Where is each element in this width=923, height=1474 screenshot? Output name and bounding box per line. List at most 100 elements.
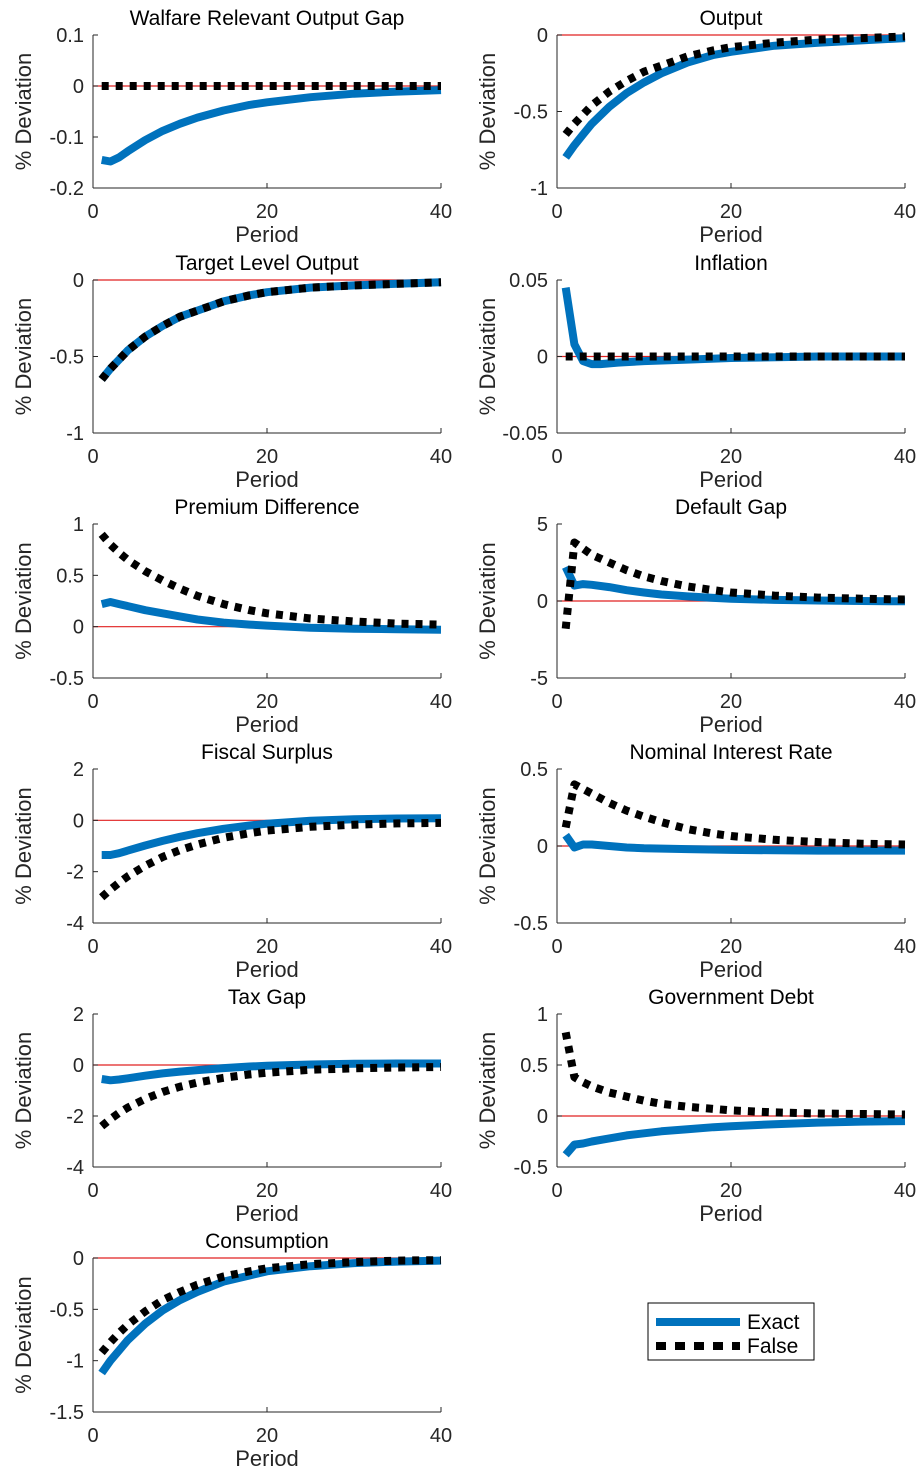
x-tick-label: 40 (430, 446, 452, 468)
series-line-false (98, 1256, 442, 1356)
x-tick-label: 0 (87, 446, 98, 468)
y-tick-label: 0 (537, 347, 548, 369)
x-tick-label: 20 (720, 936, 742, 958)
series-line-false (561, 780, 906, 849)
y-tick-label: -0.5 (50, 1299, 84, 1321)
x-axis-label: Period (699, 712, 763, 737)
y-tick-label: -1 (530, 178, 548, 200)
y-axis-label: % Deviation (11, 298, 36, 415)
x-tick-label: 0 (551, 691, 562, 713)
series-line-exact (562, 832, 905, 855)
chart-title: Tax Gap (228, 986, 306, 1009)
y-tick-label: -1.5 (50, 1402, 84, 1424)
x-tick-label: 40 (430, 1425, 452, 1447)
y-tick-label: 1 (537, 1004, 548, 1026)
series-line-exact (562, 34, 906, 160)
x-tick-label: 0 (551, 201, 562, 223)
y-axis-label: % Deviation (475, 298, 500, 415)
y-axis-label: % Deviation (11, 53, 36, 170)
y-tick-label: 2 (73, 1004, 84, 1026)
x-tick-label: 20 (720, 446, 742, 468)
series-line-exact (100, 86, 442, 166)
y-tick-label: 2 (73, 759, 84, 781)
x-tick-label: 0 (551, 446, 562, 468)
y-tick-label: -0.05 (502, 423, 548, 445)
y-tick-label: 0 (73, 76, 84, 98)
y-tick-label: 0 (537, 25, 548, 47)
series-line-false (561, 538, 906, 630)
y-axis-label: % Deviation (11, 787, 36, 904)
x-tick-label: 40 (430, 691, 452, 713)
chart-title: Consumption (205, 1230, 329, 1253)
x-tick-label: 40 (894, 691, 916, 713)
x-axis-label: Period (235, 1201, 299, 1226)
x-axis-label: Period (699, 957, 763, 982)
series-line-false (98, 531, 442, 629)
x-tick-label: 20 (256, 446, 278, 468)
y-tick-label: -0.5 (514, 913, 548, 935)
x-tick-label: 20 (256, 691, 278, 713)
x-tick-label: 0 (551, 1180, 562, 1202)
x-tick-label: 0 (87, 201, 98, 223)
x-axis-label: Period (235, 712, 299, 737)
series-line-false (99, 818, 442, 901)
y-tick-label: -0.5 (50, 668, 84, 690)
x-tick-label: 40 (430, 1180, 452, 1202)
y-axis-label: % Deviation (11, 1276, 36, 1393)
y-tick-label: 5 (537, 514, 548, 536)
legend-box (647, 1302, 815, 1361)
y-tick-label: -2 (66, 1106, 84, 1128)
x-tick-label: 20 (720, 1180, 742, 1202)
series-line-exact (101, 1059, 441, 1085)
legend-label-false: False (747, 1335, 798, 1358)
y-tick-label: 0 (537, 591, 548, 613)
y-axis-label: % Deviation (475, 787, 500, 904)
x-tick-label: 40 (430, 936, 452, 958)
y-tick-label: 1 (73, 514, 84, 536)
x-tick-label: 20 (256, 201, 278, 223)
y-tick-label: 0 (73, 810, 84, 832)
x-tick-label: 20 (256, 936, 278, 958)
y-tick-label: 0.5 (520, 759, 548, 781)
x-tick-label: 20 (720, 201, 742, 223)
y-tick-label: 0 (73, 270, 84, 292)
y-axis-label: % Deviation (475, 1032, 500, 1149)
x-tick-label: 0 (551, 936, 562, 958)
x-tick-label: 20 (720, 691, 742, 713)
series-line-exact (101, 814, 442, 859)
chart-title: Walfare Relevant Output Gap (130, 7, 405, 30)
chart-title: Government Debt (648, 986, 814, 1009)
y-tick-label: 0.05 (509, 270, 548, 292)
x-axis-label: Period (699, 1201, 763, 1226)
y-tick-label: 0 (73, 1248, 84, 1270)
x-tick-label: 0 (87, 691, 98, 713)
y-axis-label: % Deviation (11, 1032, 36, 1149)
series-line-false (562, 32, 906, 137)
y-tick-label: 0.5 (56, 565, 84, 587)
series-line-false (561, 1031, 906, 1119)
x-tick-label: 40 (894, 1180, 916, 1202)
x-tick-label: 40 (894, 446, 916, 468)
x-axis-label: Period (235, 1446, 299, 1471)
chart-title: Premium Difference (174, 496, 359, 519)
series-line-exact (98, 1256, 442, 1376)
y-tick-label: 0 (537, 836, 548, 858)
chart-title: Nominal Interest Rate (629, 741, 832, 764)
legend-label-exact: Exact (747, 1311, 800, 1334)
y-axis-label: % Deviation (11, 542, 36, 659)
y-axis-label: % Deviation (475, 53, 500, 170)
x-tick-label: 20 (256, 1425, 278, 1447)
y-axis-label: % Deviation (475, 542, 500, 659)
y-tick-label: 0 (73, 1055, 84, 1077)
chart-welfare: -0.2 -0.1 0 0.1 0 20 40 Walfare Relevant Output… (11, 7, 452, 247)
chart-title: Output (699, 7, 762, 30)
chart-title: Default Gap (675, 496, 787, 519)
